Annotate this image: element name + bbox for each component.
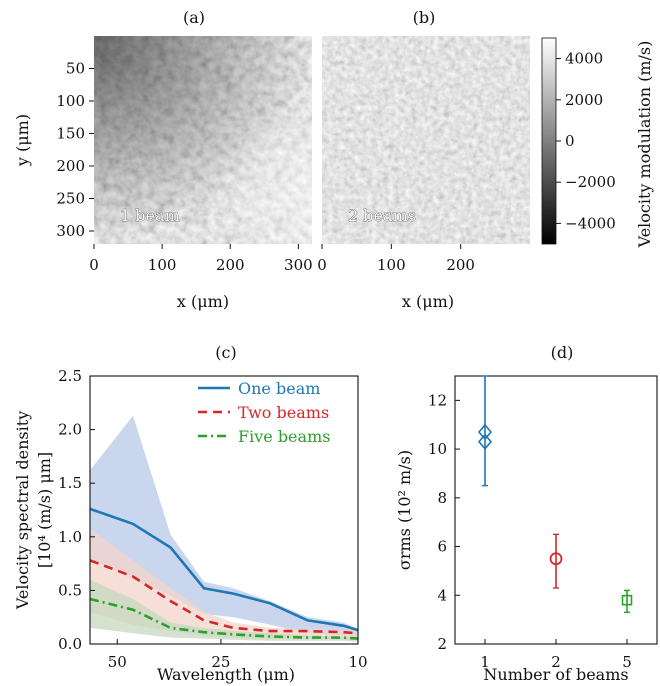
- legend-entry-1: Two beams: [238, 403, 329, 422]
- data-point-diamond: [477, 423, 493, 441]
- uncertainty-band-1: [90, 528, 358, 640]
- x-tick-label-a: 200: [216, 256, 245, 274]
- annotation-2-beams: 2 beams: [348, 206, 416, 225]
- y-tick-label-a: 250: [56, 190, 85, 208]
- x-tick-label-a: 300: [284, 256, 313, 274]
- colorbar-tick-label: −2000: [565, 173, 616, 191]
- y-tick-label-c: 0.5: [58, 581, 82, 599]
- y-axis-label-c-line1: Velocity spectral density: [13, 411, 32, 610]
- x-tick-label-b: 0: [317, 256, 327, 274]
- x-tick-label-d: 2: [551, 653, 561, 671]
- legend-c: One beam Two beams Five beams: [198, 379, 330, 446]
- panel-label-c: (c): [215, 343, 236, 362]
- plot-frame-c: [89, 375, 359, 645]
- colorbar: 4000 2000 0 −2000 −4000 Velocity modulation …: [541, 37, 654, 249]
- heatmap-1-beam: 1 beam 50 100 150 200 250 300 0 100 200 300 x (μ…: [13, 36, 313, 311]
- x-tick-label-d: 1: [480, 653, 490, 671]
- colorbar-tick-label: 2000: [565, 91, 603, 109]
- y-tick-label-c: 0.0: [58, 635, 82, 653]
- y-tick-label-a: 50: [66, 60, 85, 78]
- x-axis-label-d: Number of beams: [483, 665, 628, 684]
- y-tick-label-a: 150: [56, 125, 85, 143]
- series-line-2: [89, 597, 359, 640]
- y-axis-label-d: σrms (10² m/s): [395, 450, 414, 570]
- heatmap-a-shade-light: [94, 36, 312, 244]
- y-tick-label-a: 200: [56, 157, 85, 175]
- uncertainty-band-2: [90, 579, 358, 642]
- x-axis-label-c: Wavelength (μm): [157, 665, 295, 684]
- colorbar-tick-label: 4000: [565, 50, 603, 68]
- x-axis-label-a: x (μm): [177, 292, 229, 311]
- y-tick-label-d: 8: [437, 489, 447, 507]
- y-tick-label-c: 1.5: [58, 474, 82, 492]
- legend-entry-0: One beam: [238, 379, 320, 398]
- y-axis-label-c-line2: [10⁴ (m/s) μm]: [35, 452, 54, 568]
- heatmap-2-beams: 2 beams 0 100 200 x (μm): [317, 36, 530, 311]
- colorbar-tick-label: 0: [565, 132, 575, 150]
- panel-label-a: (a): [183, 8, 205, 27]
- y-tick-label-c: 2.5: [58, 367, 82, 385]
- data-point-diamond: [477, 433, 493, 451]
- x-tick-label-d: 5: [622, 653, 632, 671]
- y-tick-label-d: 4: [437, 586, 447, 604]
- spectral-density-chart: 0.0 0.5 1.0 1.5 2.0 2.5 50 25 10 One beam Two be…: [13, 367, 368, 684]
- x-tick-label-a: 100: [148, 256, 177, 274]
- annotation-1-beam: 1 beam: [120, 206, 180, 225]
- y-tick-label-a: 300: [56, 222, 85, 240]
- y-axis-label-a: y (μm): [13, 114, 32, 167]
- y-tick-label-d: 10: [428, 440, 447, 458]
- data-point-square: [621, 594, 633, 606]
- x-tick-label-b: 200: [446, 256, 475, 274]
- x-tick-label-b: 100: [377, 256, 406, 274]
- colorbar-label: Velocity modulation (m/s): [635, 41, 654, 249]
- y-tick-label-d: 12: [428, 391, 447, 409]
- y-tick-label-d: 6: [437, 538, 447, 556]
- x-tick-label-c: 25: [211, 653, 230, 671]
- y-tick-label-c: 2.0: [58, 421, 82, 439]
- x-tick-label-a: 0: [89, 256, 99, 274]
- series-line-1: [89, 559, 359, 635]
- y-tick-label-c: 1.0: [58, 528, 82, 546]
- data-point-circle: [549, 552, 563, 566]
- y-tick-label-d: 2: [437, 635, 447, 653]
- colorbar-tick-label: −4000: [565, 214, 616, 232]
- heatmap-b-image: [322, 36, 530, 244]
- y-tick-label-a: 100: [56, 92, 85, 110]
- series-line-0: [89, 507, 359, 632]
- legend-entry-2: Five beams: [238, 427, 330, 446]
- x-axis-label-b: x (μm): [402, 292, 454, 311]
- panel-label-b: (b): [413, 8, 436, 27]
- colorbar-gradient: [541, 37, 557, 245]
- x-tick-label-c: 50: [108, 653, 127, 671]
- x-tick-label-c: 10: [348, 653, 367, 671]
- panel-label-d: (d): [551, 343, 574, 362]
